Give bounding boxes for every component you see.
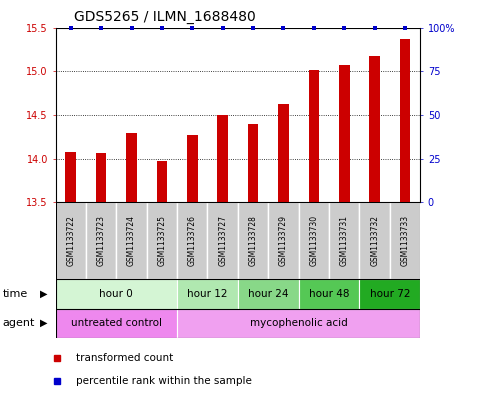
Bar — [339, 65, 350, 202]
Text: GDS5265 / ILMN_1688480: GDS5265 / ILMN_1688480 — [74, 10, 256, 24]
Bar — [359, 202, 390, 279]
Bar — [56, 309, 177, 338]
Text: mycophenolic acid: mycophenolic acid — [250, 318, 348, 328]
Bar — [56, 279, 177, 309]
Bar — [96, 152, 106, 202]
Bar — [238, 279, 298, 309]
Bar — [177, 309, 420, 338]
Bar — [248, 124, 258, 202]
Bar — [369, 56, 380, 202]
Text: GSM1133729: GSM1133729 — [279, 215, 288, 266]
Bar — [156, 161, 167, 202]
Bar — [400, 39, 411, 202]
Text: GSM1133722: GSM1133722 — [66, 215, 75, 266]
Bar — [126, 133, 137, 202]
Bar — [238, 202, 268, 279]
Text: ▶: ▶ — [40, 318, 47, 328]
Bar — [187, 135, 198, 202]
Text: hour 48: hour 48 — [309, 289, 349, 299]
Bar — [177, 202, 208, 279]
Bar — [298, 202, 329, 279]
Text: percentile rank within the sample: percentile rank within the sample — [76, 376, 252, 386]
Bar — [208, 202, 238, 279]
Text: GSM1133733: GSM1133733 — [400, 215, 410, 266]
Text: agent: agent — [2, 318, 35, 328]
Bar — [56, 202, 86, 279]
Text: GSM1133724: GSM1133724 — [127, 215, 136, 266]
Bar — [278, 104, 289, 202]
Text: hour 12: hour 12 — [187, 289, 228, 299]
Bar — [309, 70, 319, 202]
Text: hour 24: hour 24 — [248, 289, 288, 299]
Bar — [217, 115, 228, 202]
Bar — [390, 202, 420, 279]
Text: hour 0: hour 0 — [99, 289, 133, 299]
Text: GSM1133723: GSM1133723 — [97, 215, 106, 266]
Text: GSM1133730: GSM1133730 — [309, 215, 318, 266]
Bar — [298, 279, 359, 309]
Bar — [86, 202, 116, 279]
Bar — [359, 279, 420, 309]
Text: GSM1133732: GSM1133732 — [370, 215, 379, 266]
Text: untreated control: untreated control — [71, 318, 162, 328]
Bar — [116, 202, 147, 279]
Bar — [177, 279, 238, 309]
Bar — [329, 202, 359, 279]
Bar — [65, 152, 76, 202]
Text: GSM1133727: GSM1133727 — [218, 215, 227, 266]
Bar — [147, 202, 177, 279]
Text: GSM1133728: GSM1133728 — [249, 215, 257, 266]
Text: GSM1133726: GSM1133726 — [188, 215, 197, 266]
Text: GSM1133725: GSM1133725 — [157, 215, 167, 266]
Bar — [268, 202, 298, 279]
Text: GSM1133731: GSM1133731 — [340, 215, 349, 266]
Text: hour 72: hour 72 — [369, 289, 410, 299]
Text: transformed count: transformed count — [76, 353, 173, 363]
Text: time: time — [2, 289, 28, 299]
Text: ▶: ▶ — [40, 289, 47, 299]
